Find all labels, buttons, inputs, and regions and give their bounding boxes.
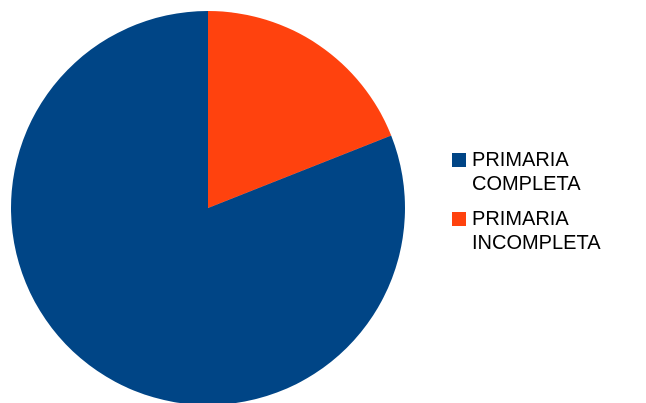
legend-label-primaria-incompleta: PRIMARIA INCOMPLETA (472, 208, 601, 254)
legend-swatch-primaria-incompleta (452, 212, 466, 226)
legend-swatch-primaria-completa (452, 153, 466, 167)
pie-chart (11, 11, 405, 403)
legend-item-primaria-completa: PRIMARIA COMPLETA (452, 148, 642, 196)
pie-slice-primaria-incompleta (208, 11, 392, 208)
pie-slices (11, 11, 405, 403)
legend-item-primaria-incompleta: PRIMARIA INCOMPLETA (452, 207, 642, 255)
pie-slice-primaria-completa (11, 11, 405, 403)
chart-legend: PRIMARIA COMPLETA PRIMARIA INCOMPLETA (452, 148, 642, 266)
legend-label-primaria-completa: PRIMARIA COMPLETA (472, 149, 581, 195)
